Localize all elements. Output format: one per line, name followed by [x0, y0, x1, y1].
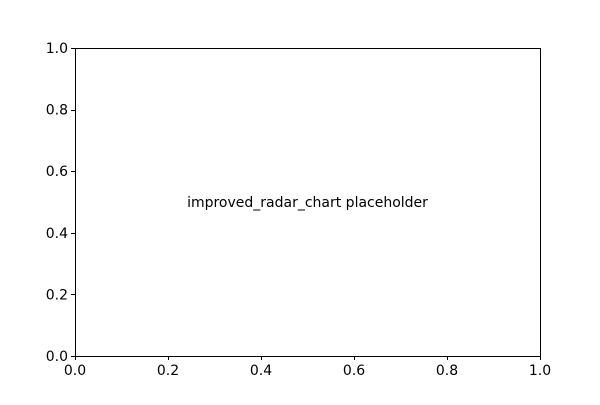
- x-tick-label: 0.0: [64, 363, 86, 379]
- y-tick-label: 0.6: [46, 164, 68, 180]
- x-tick-label: 0.6: [343, 363, 365, 379]
- y-tick-label: 0.0: [46, 349, 68, 365]
- y-tick-label: 0.2: [46, 287, 68, 303]
- x-tick-label: 0.8: [436, 363, 458, 379]
- y-tick-label: 1.0: [46, 41, 68, 57]
- y-tick-label: 0.8: [46, 103, 68, 119]
- y-tick-label: 0.4: [46, 226, 68, 242]
- x-tick-label: 1.0: [529, 363, 551, 379]
- x-tick-label: 0.4: [250, 363, 272, 379]
- y-axis: 0.0 0.2 0.4 0.6 0.8 1.0: [46, 41, 75, 365]
- placeholder-annotation: improved_radar_chart placeholder: [187, 195, 428, 211]
- x-tick-label: 0.2: [157, 363, 179, 379]
- plot-area-frame: [75, 48, 541, 357]
- annotations-layer: improved_radar_chart placeholder: [187, 195, 428, 211]
- x-axis: 0.0 0.2 0.4 0.6 0.8 1.0: [64, 356, 551, 379]
